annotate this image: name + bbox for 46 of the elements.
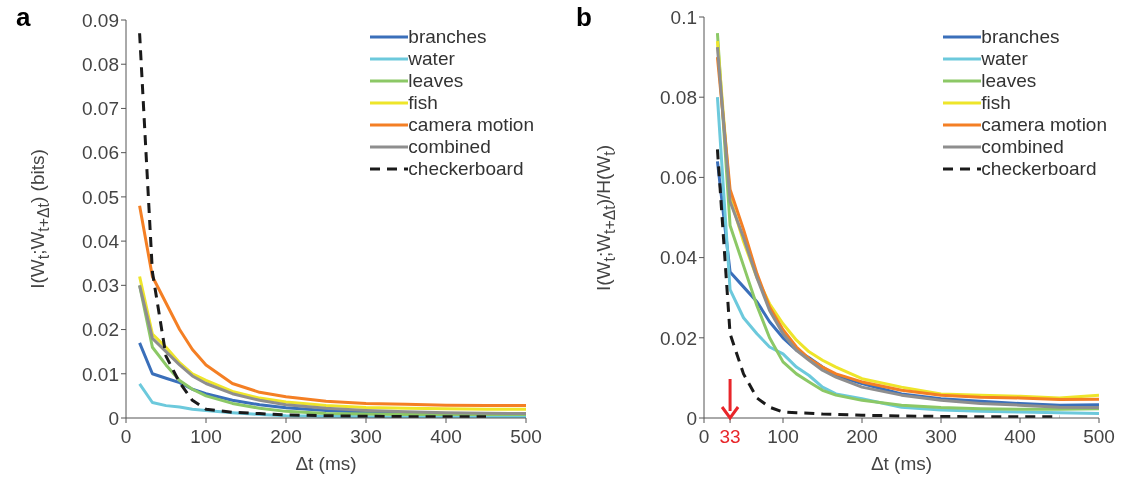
y-tick-label: 0.06 [82,142,119,164]
legend-label: leaves [408,70,464,92]
legend-label: camera motion [408,114,534,136]
legend-label: checkerboard [981,158,1097,180]
y-tick-label: 0 [108,407,119,429]
x-tick-label: 300 [350,426,382,447]
y-tick-label: 0.09 [82,9,119,31]
legend-label: branches [981,26,1060,48]
x-tick-label: 100 [767,426,799,447]
legend-label: camera motion [981,114,1107,136]
x-tick-label: 400 [1004,426,1036,447]
x-tick-label: 33 [719,426,741,447]
line-series [138,204,526,408]
x-tick-label: 300 [925,426,957,447]
y-tick-label: 0.07 [82,98,119,120]
chart-title: b [576,2,592,33]
legend-label: fish [408,92,438,114]
legend-label: fish [981,92,1011,114]
legend-label: combined [408,136,491,158]
legend-label: combined [981,136,1064,158]
y-tick-label: 0.02 [82,319,119,341]
y-tick-label: 0.05 [82,186,119,208]
x-tick-label: 200 [270,426,302,447]
legend-label: water [981,48,1028,70]
x-axis-title: Δt (ms) [295,453,357,474]
x-tick-label: 200 [846,426,878,447]
y-tick-label: 0.02 [660,327,697,349]
y-tick-label: 0.04 [660,247,698,269]
legend-label: water [408,48,455,70]
x-axis-title: Δt (ms) [870,453,933,474]
legend-label: checkerboard [408,158,524,180]
y-tick-label: 0.01 [82,363,119,385]
chart-title: a [16,2,31,33]
y-tick-label: 0.06 [660,167,697,189]
y-tick-label: 0.03 [82,275,119,297]
legend-label: branches [408,26,487,48]
y-tick-label: 0.04 [82,230,120,252]
legend-label: leaves [981,70,1037,92]
x-tick-label: 500 [1083,426,1115,447]
y-tick-label: 0 [686,407,697,429]
x-tick-label: 400 [430,426,462,447]
x-tick-label: 100 [190,426,222,447]
x-tick-label: 500 [510,426,542,447]
y-tick-label: 0.08 [82,53,119,75]
y-tick-label: 0.1 [670,6,697,28]
y-tick-label: 0.08 [660,86,697,108]
